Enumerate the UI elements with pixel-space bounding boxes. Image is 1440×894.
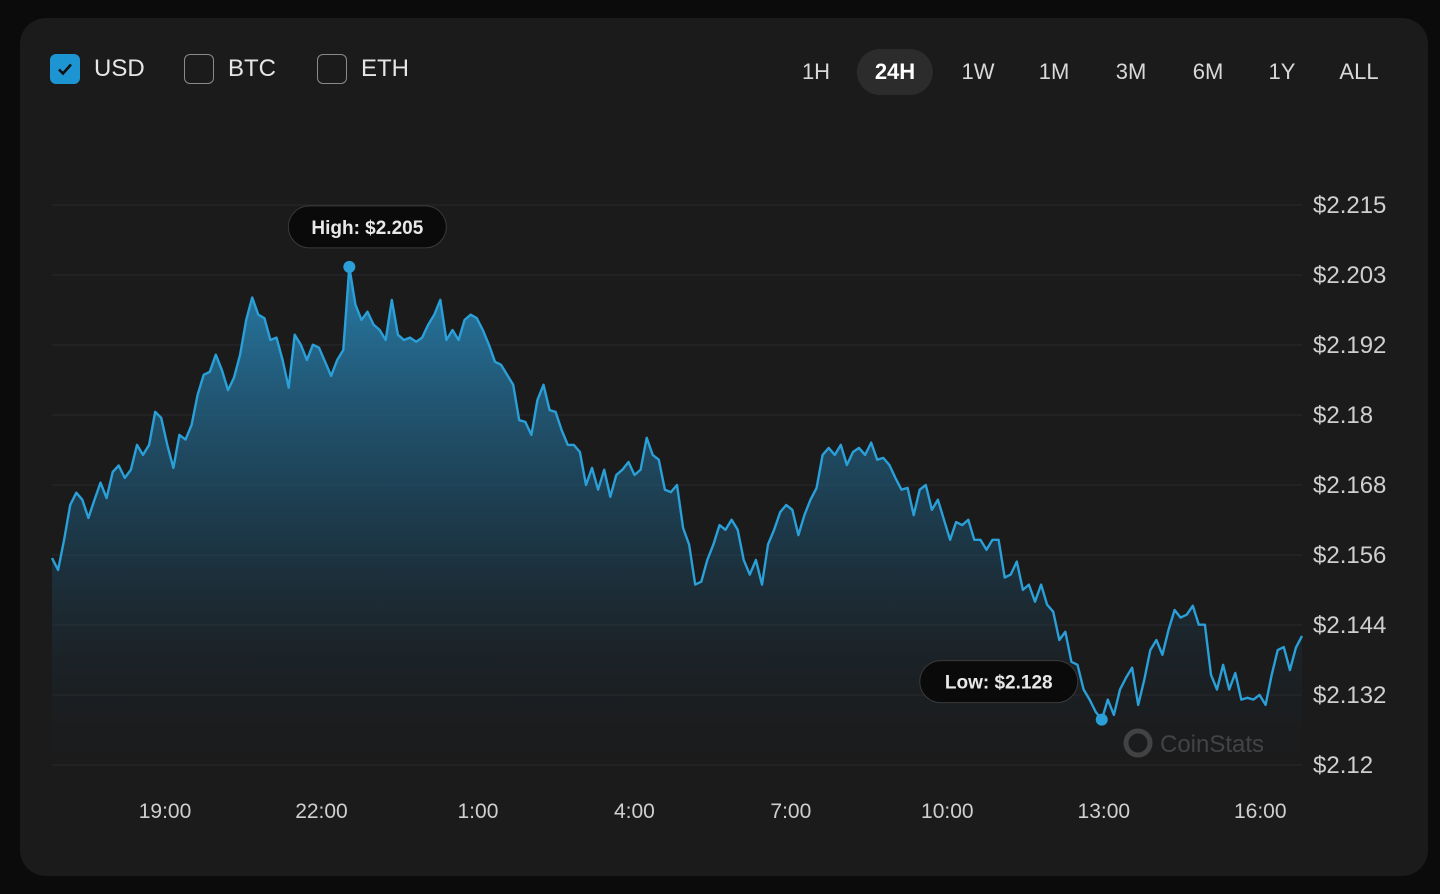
high-tooltip: [287, 205, 447, 249]
checkbox-icon[interactable]: [184, 54, 214, 84]
low-marker: [1095, 713, 1108, 726]
currency-label: USD: [94, 55, 145, 82]
price-area: [52, 266, 1302, 765]
high-marker: [343, 260, 356, 273]
range-1w[interactable]: 1W: [961, 59, 995, 84]
y-tick-label: $2.168: [1313, 472, 1386, 499]
y-tick-label: $2.144: [1313, 612, 1386, 639]
watermark-text: CoinStats: [1160, 731, 1264, 758]
y-tick-label: $2.12: [1313, 752, 1373, 779]
range-1y[interactable]: 1Y: [1268, 59, 1296, 84]
y-tick-label: $2.18: [1313, 402, 1373, 429]
coinstats-logo-icon: [1123, 728, 1153, 758]
x-tick-label: 7:00: [770, 800, 811, 823]
x-tick-label: 13:00: [1078, 800, 1131, 823]
x-tick-label: 22:00: [295, 800, 348, 823]
checkbox-icon[interactable]: [317, 54, 347, 84]
range-24h[interactable]: 24H: [856, 49, 934, 95]
y-tick-label: $2.192: [1313, 332, 1386, 359]
time-range-selector: 1H 24H 1W 1M 3M 6M 1Y ALL: [0, 49, 1440, 95]
currency-toggle-eth[interactable]: ETH: [317, 54, 409, 84]
x-tick-label: 16:00: [1234, 800, 1287, 823]
y-tick-label: $2.203: [1313, 262, 1386, 289]
range-1h[interactable]: 1H: [801, 59, 831, 84]
range-6m[interactable]: 6M: [1192, 59, 1224, 84]
x-tick-label: 10:00: [921, 800, 974, 823]
x-tick-label: 1:00: [458, 800, 499, 823]
low-label: Low: $2.128: [945, 673, 1053, 694]
currency-label: ETH: [361, 55, 409, 82]
y-tick-label: $2.156: [1313, 542, 1386, 569]
range-all[interactable]: ALL: [1339, 59, 1379, 84]
currency-toggle-btc[interactable]: BTC: [184, 54, 276, 84]
price-line: [50, 265, 1304, 721]
x-tick-label: 19:00: [139, 800, 192, 823]
currency-label: BTC: [228, 55, 276, 82]
currency-toggle-usd[interactable]: USD: [50, 54, 145, 84]
y-tick-label: $2.132: [1313, 682, 1386, 709]
range-1m[interactable]: 1M: [1038, 59, 1070, 84]
high-label: High: $2.205: [311, 218, 423, 239]
y-tick-label: $2.215: [1313, 192, 1386, 219]
range-3m[interactable]: 3M: [1115, 59, 1147, 84]
checkbox-checked-icon[interactable]: [50, 54, 80, 84]
watermark: CoinStats: [1123, 728, 1264, 758]
x-tick-label: 4:00: [614, 800, 655, 823]
low-tooltip: [919, 660, 1079, 704]
